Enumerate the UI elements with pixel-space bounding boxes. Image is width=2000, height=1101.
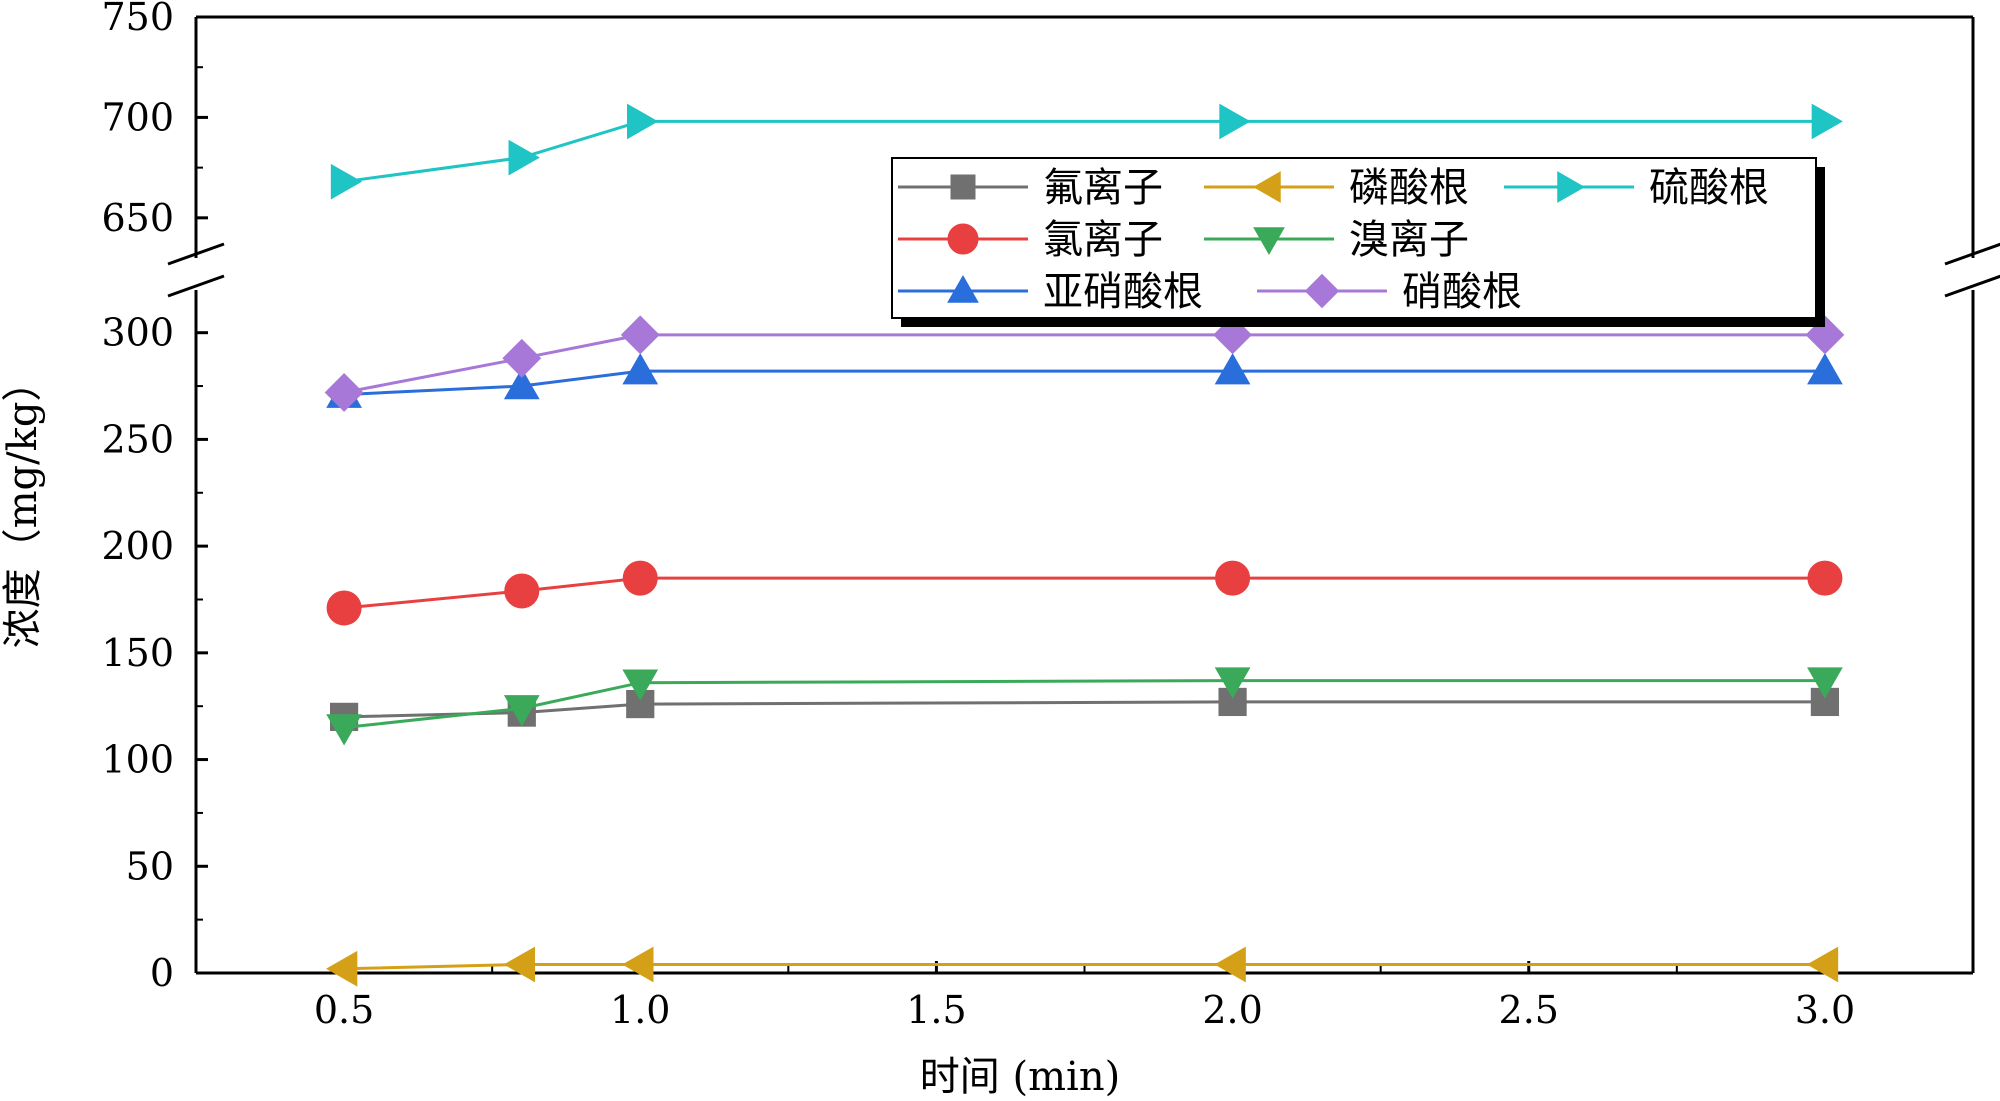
legend-label: 氯离子 [1043,217,1163,263]
legend-label: 亚硝酸根 [1043,269,1203,315]
data-point [620,315,660,355]
data-point [1811,103,1843,140]
y-tick-label: 250 [101,417,174,461]
legend-marker [1304,273,1340,309]
axes: 0 50 100 150 200 250 300 650 700 750 0.5 1.0 1.5 2.0 2… [101,0,2000,1032]
y-axis-title: 浓度（mg/kg） [0,362,46,649]
legend-item: 硝酸根 [1257,269,1522,315]
legend-item: 溴离子 [1204,217,1469,263]
x-tick-label: 2.0 [1202,988,1262,1032]
axis-break-mark-left [167,242,225,266]
axis-break-mark-right [1944,274,2000,298]
legend-marker [1253,227,1285,256]
axis-break-mark-left [167,274,225,298]
series-line [343,576,1825,610]
series-2 [326,946,1839,987]
data-point [1806,946,1839,983]
series-1 [329,687,1840,731]
legend-item: 氯离子 [898,217,1163,263]
y-tick-label: 750 [101,0,174,39]
legend-label: 硝酸根 [1402,269,1522,315]
legend-marker [950,174,976,200]
data-point [1807,560,1843,596]
legend-label: 溴离子 [1349,217,1469,263]
data-point [326,950,358,987]
data-point [1214,667,1251,699]
x-tick-label: 1.0 [610,988,670,1032]
data-point [504,573,540,609]
data-point [1214,946,1246,983]
data-point [503,695,540,727]
data-point [508,139,540,176]
y-tick-label: 650 [101,196,174,240]
legend-label: 氟离子 [1043,165,1163,211]
legend-item: 亚硝酸根 [898,269,1203,315]
data-point [326,590,362,626]
series-3 [330,103,1843,200]
data-point [622,946,654,983]
legend-item: 磷酸根 [1204,165,1469,211]
x-tick-label: 0.5 [314,988,374,1032]
legend-marker [947,274,979,303]
series-4 [326,560,1843,626]
data-point [1807,667,1843,699]
legend-marker [947,223,979,255]
data-point [326,714,362,746]
data-point [622,560,658,596]
x-axis-title: 时间 (min) [920,1054,1120,1100]
data-point [1215,560,1251,596]
data-point [330,163,363,200]
data-point [1807,353,1843,385]
y-tick-label: 150 [101,631,174,675]
y-tick-label: 0 [150,951,174,995]
y-tick-label: 700 [101,95,174,139]
data-point [622,669,659,701]
legend-label: 磷酸根 [1349,165,1469,211]
y-tick-label: 100 [101,738,174,782]
y-tick-label: 50 [126,844,174,888]
legend-label: 硫酸根 [1649,165,1769,211]
x-tick-label: 2.5 [1499,988,1559,1032]
data-point [503,946,536,983]
data-point [503,368,540,400]
legend-item: 硫酸根 [1504,165,1769,211]
series-6 [326,353,1843,408]
y-tick-label: 300 [101,311,174,355]
legend-marker [1557,171,1586,203]
data-point [627,103,659,140]
x-tick-label: 3.0 [1795,988,1855,1032]
series-line [343,333,1825,394]
y-tick-label: 200 [101,524,174,568]
data-point [1219,103,1251,140]
legend-item: 氟离子 [898,165,1163,211]
data-point [502,338,542,378]
data-point [1214,353,1251,385]
series-line [344,700,1825,719]
legend-marker [1252,171,1281,203]
data-point [622,353,659,385]
series-line [343,679,1825,730]
data-point [324,373,364,412]
series-5 [326,667,1843,746]
axis-break-mark-right [1944,242,2000,266]
x-tick-label: 1.5 [906,988,966,1032]
series-line [344,369,1825,397]
series-7 [324,315,1845,412]
